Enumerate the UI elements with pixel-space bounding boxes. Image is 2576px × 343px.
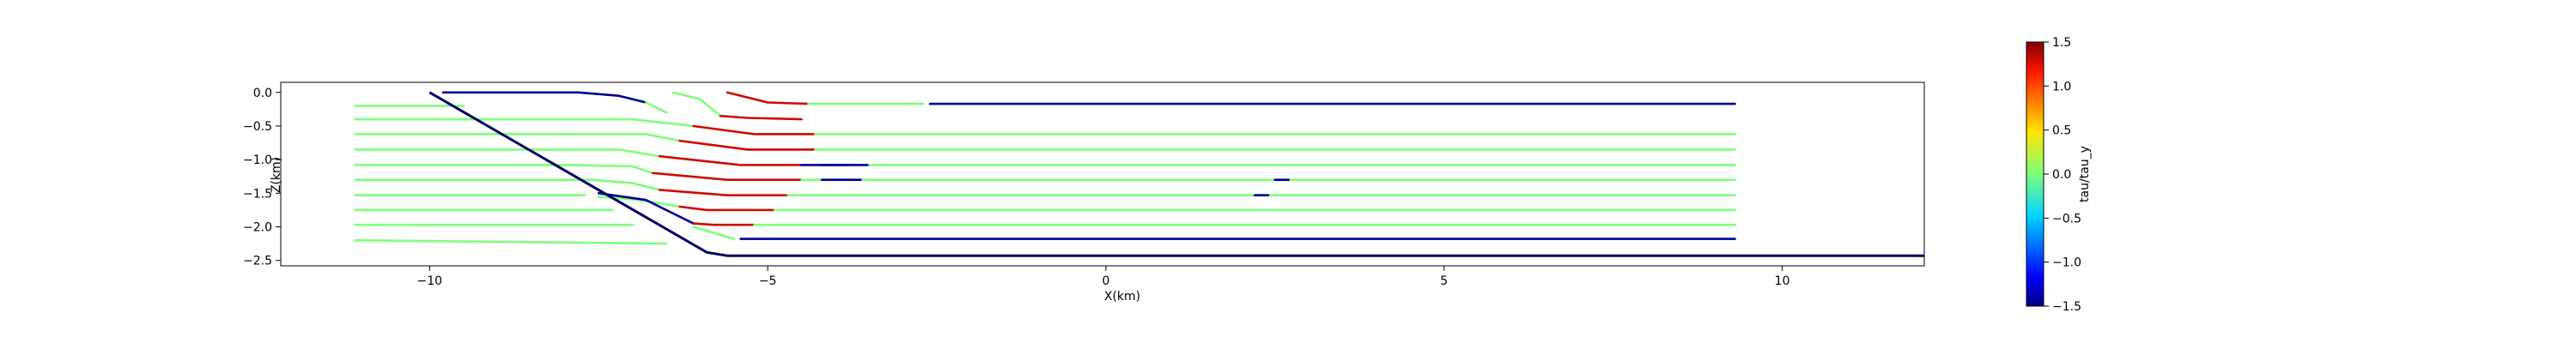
streamline: [597, 196, 1736, 212]
colorbar-tick-label: −1.5: [2052, 300, 2081, 314]
colorbar-ticks: 1.5 1.0 0.5 0.0 −0.5 −1.0 −1.5: [2044, 36, 2081, 314]
streamline: [726, 91, 1736, 105]
colorbar-gradient: [2026, 42, 2044, 306]
streamline: [441, 91, 668, 114]
streamline-segment: [678, 139, 817, 151]
colorbar-tick-label: −1.0: [2052, 256, 2081, 270]
colorbar-label: tau/tau_y: [2078, 146, 2092, 202]
colorbar-tick-label: 0.0: [2052, 168, 2071, 182]
colorbar-tick-label: 0.5: [2052, 124, 2071, 138]
streamline-segment: [726, 91, 810, 105]
y-tick-label: −2.0: [243, 221, 272, 235]
y-tick-label: −1.5: [243, 187, 272, 201]
streamline-segment: [591, 178, 661, 191]
streamline-segment: [658, 154, 803, 166]
colorbar-tick-label: 1.5: [2052, 36, 2071, 50]
streamline: [354, 238, 668, 245]
streamline: [563, 133, 1736, 151]
boundary-line: [428, 91, 1924, 257]
x-tick-label: −5: [759, 274, 777, 288]
y-tick-label: −2.5: [243, 255, 272, 268]
streamline-segment: [692, 226, 735, 240]
streamline-segment: [658, 189, 789, 196]
plot-area: −10 −5 0 5 10 0.0−0.5−1.0−1.5−2.0−2.5 X(km) …: [243, 81, 1925, 304]
x-tick-label: 0: [1102, 274, 1109, 288]
streamline-segment: [651, 172, 803, 181]
x-axis-ticks: −10 −5 0 5 10: [417, 266, 1790, 288]
axes-frame: [280, 81, 1925, 267]
y-tick-label: −0.5: [243, 120, 272, 134]
streamline: [462, 117, 1736, 135]
streamline: [570, 164, 1736, 181]
y-axis-ticks: 0.0 −0.5 −1.0 −1.5 −2.0 −2.5: [243, 87, 281, 268]
y-tick-label: −1.0: [243, 153, 272, 167]
streamline-segment: [645, 101, 668, 114]
streamline-segment: [354, 238, 668, 245]
x-tick-label: 10: [1775, 274, 1790, 288]
streamline-segment: [597, 192, 695, 225]
streamline-segment: [692, 124, 817, 135]
x-tick-label: 5: [1440, 274, 1448, 288]
streamline: [591, 178, 1736, 196]
streamline: [597, 192, 1736, 226]
streamline-segment: [671, 91, 722, 117]
y-tick-label: 0.0: [253, 87, 272, 100]
x-axis-label: X(km): [1104, 290, 1140, 304]
y-axis-label: Z(km): [270, 157, 283, 193]
colorbar: 1.5 1.0 0.5 0.0 −0.5 −1.0 −1.5 tau/tau_y: [2026, 36, 2092, 314]
streamline-segment: [543, 148, 661, 158]
streamline-segment: [462, 117, 695, 128]
streamline-segment: [678, 205, 776, 212]
streamline-segment: [441, 91, 647, 104]
streamline-segment: [692, 222, 756, 226]
colorbar-tick-label: −0.5: [2052, 212, 2081, 226]
streamline-segment: [570, 164, 654, 175]
streamline-segment: [563, 133, 681, 142]
streamline: [543, 148, 1736, 166]
x-tick-label: −10: [417, 274, 443, 288]
streamline-segment: [719, 114, 803, 121]
streamline: [692, 226, 1736, 240]
streamlines: [354, 91, 1924, 257]
streamline: [671, 91, 803, 121]
colorbar-tick-label: 1.0: [2052, 80, 2071, 93]
